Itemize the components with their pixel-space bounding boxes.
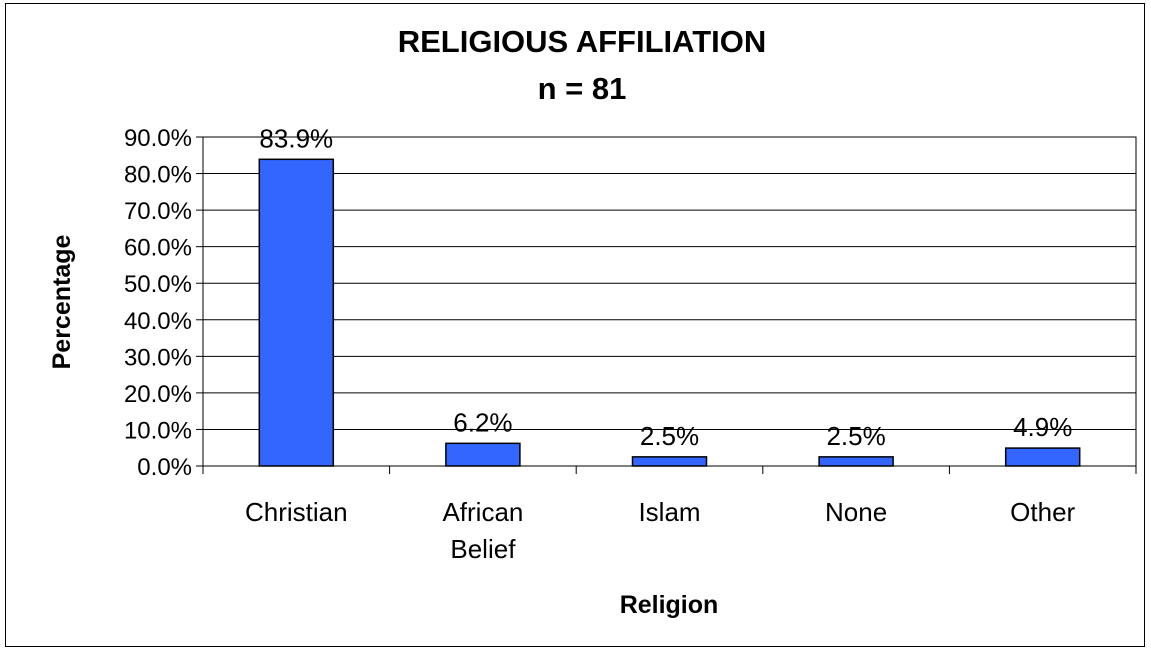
y-tick-label: 50.0% [124, 271, 192, 298]
chart-title: RELIGIOUS AFFILIATION [398, 24, 767, 59]
bar [1004, 447, 1081, 467]
y-tick-label: 30.0% [124, 344, 192, 371]
data-label: 4.9% [1013, 412, 1072, 442]
x-axis-categories: Christian African Belief Islam None Other [202, 466, 1137, 564]
bar [258, 158, 335, 467]
y-tick-label: 40.0% [124, 308, 192, 335]
y-tick-label: 70.0% [124, 198, 192, 225]
gridlines [203, 173, 1136, 430]
bar [818, 456, 894, 467]
x-tick-label: Islam [638, 497, 700, 527]
plot-area-border [202, 136, 1137, 467]
data-label: 83.9% [259, 123, 333, 153]
x-tick-label: None [825, 497, 887, 527]
x-tick-label: African [442, 497, 523, 527]
data-label: 2.5% [826, 421, 885, 451]
bar [631, 456, 708, 467]
bar [445, 442, 521, 467]
y-axis-title: Percentage [48, 235, 76, 370]
x-tick-label: Other [1010, 497, 1075, 527]
y-tick-label: 10.0% [124, 417, 192, 444]
data-labels: 83.9% 6.2% 2.5% 2.5% 4.9% [259, 123, 1072, 451]
y-tick-label: 0.0% [137, 454, 192, 481]
y-tick-label: 90.0% [124, 125, 192, 152]
y-tick-label: 80.0% [124, 162, 192, 189]
x-tick-label: Christian [245, 497, 348, 527]
bars [258, 158, 1081, 467]
y-axis-ticks: 0.0% 10.0% 20.0% 30.0% 40.0% 50.0% 60.0% 70.0% 8… [124, 125, 203, 481]
y-tick-label: 60.0% [124, 235, 192, 262]
y-tick-label: 20.0% [124, 381, 192, 408]
data-label: 2.5% [640, 421, 699, 451]
chart-frame [5, 3, 1145, 647]
chart-subtitle: n = 81 [538, 71, 627, 106]
x-tick-label: Belief [450, 534, 516, 564]
x-axis-title: Religion [620, 591, 719, 619]
data-label: 6.2% [453, 407, 512, 437]
